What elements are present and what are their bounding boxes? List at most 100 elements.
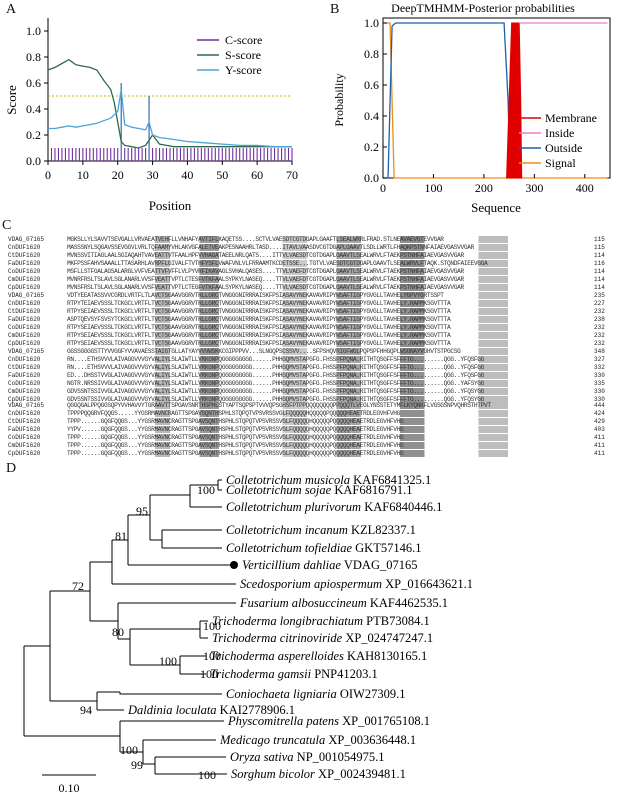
chart-a-xlabel: Position bbox=[149, 198, 192, 213]
y-tick-label: 0.4 bbox=[364, 109, 379, 123]
row-end: 444 bbox=[594, 402, 605, 409]
row-name: CoDUF1620 bbox=[8, 434, 41, 441]
bootstrap-label: 100 bbox=[203, 649, 221, 663]
chart-a-c-score-series bbox=[50, 83, 293, 161]
row-sequence: MKFPSSFAHVSAAALLTTASARHLAVRPFLGIVALFTVTH… bbox=[67, 260, 557, 267]
row-name: CoDUF1620 bbox=[8, 380, 41, 387]
row-name: CmDUF1620 bbox=[8, 332, 41, 339]
leaf-label: Colletotrichum sojae KAF6816791.1 bbox=[226, 483, 412, 497]
row-sequence: RTPYSEIAEVSSSLTCKGCLVRTFLTVCTSGAAVGGRVTR… bbox=[67, 340, 557, 347]
legend-outside: Outside bbox=[545, 141, 582, 155]
leaf-label: Fusarium albosuccineum KAF4462535.1 bbox=[239, 596, 448, 610]
legend-y-score: Y-score bbox=[225, 63, 262, 77]
row-name: VDAG_07165 bbox=[8, 402, 45, 409]
tree-leaf-labels: Colletotrichum musicola KAF6841325.1 Col… bbox=[127, 473, 473, 781]
y-tick-label: 0.4 bbox=[26, 102, 41, 116]
row-sequence: TPPP......GQGFQQGS...YYGSRMAVNCRAGTTSPGA… bbox=[67, 450, 557, 457]
chart-b-x-ticks: 0 100 200 300 400 bbox=[380, 174, 594, 195]
row-end: 330 bbox=[594, 396, 605, 403]
x-tick-label: 50 bbox=[216, 168, 228, 182]
alignment-row: CoDUF1620 NGTR.NRSSIVVGLAIVAGGVVVGYVALIYL… bbox=[0, 380, 621, 388]
leaf-label: Trichoderma asperelloides KAH8130165.1 bbox=[210, 649, 427, 663]
panel-c-letter: C bbox=[2, 218, 12, 233]
row-end: 332 bbox=[594, 364, 605, 371]
alignment-row: CnDUF1620 TPPPPQQGRVFQQGS.....YYGSRMAVNCR… bbox=[0, 410, 621, 418]
row-sequence: TPPP......GQGFQQGS...YYGSRMAVNCRAGTTSPGA… bbox=[67, 418, 557, 425]
row-sequence: RN....ETHSVVVLAIVAGGVVVGYVALIYLSLAIWTLLV… bbox=[67, 356, 557, 363]
row-sequence: ED...DHSSTVVGLAIVAGGVVVGYVALIYLSLAIWTLLV… bbox=[67, 372, 557, 379]
panel-d-letter: D bbox=[6, 461, 17, 476]
panel-a-letter: A bbox=[6, 2, 17, 17]
row-name: CnDUF1620 bbox=[8, 300, 41, 307]
x-tick-label: 400 bbox=[576, 181, 594, 195]
alignment-row: CnDUF1620 MASSSNYLSQGAVSSEVGGVLVRLTQFAAMY… bbox=[0, 244, 621, 252]
row-name: CmDUF1620 bbox=[8, 442, 41, 449]
row-name: CtDUF1620 bbox=[8, 308, 41, 315]
bootstrap-label: 99 bbox=[131, 758, 143, 772]
chart-b-title: DeepTMHMM-Posterior probabilities bbox=[391, 1, 575, 15]
leaf-label: Oryza sativa NP_001054975.1 bbox=[230, 750, 385, 764]
leaf-label: Daldinia loculata KAI2778906.1 bbox=[127, 703, 295, 717]
legend-membrane: Membrane bbox=[545, 111, 597, 125]
row-sequence: MVNSFRSLTSLAVLSGLANARLVVSFVEATTVPTLCTEGF… bbox=[67, 284, 557, 291]
row-end: 116 bbox=[594, 260, 605, 267]
alignment-row: CmDUF1620 MVNRFRSLTSLAVLSGLANARLVVSFVEATT… bbox=[0, 276, 621, 284]
row-name: CnDUF1620 bbox=[8, 356, 41, 363]
row-end: 411 bbox=[594, 442, 605, 449]
alignment-row: CtDUF1620 MVNSSVITIAGLAALSGIAQAHTVAVEATTV… bbox=[0, 252, 621, 260]
row-end: 232 bbox=[594, 340, 605, 347]
chart-a: 0 10 20 30 40 50 60 70 0.0 0.2 0.4 0.6 0.8 1.0 Score… bbox=[4, 18, 298, 213]
row-sequence: VDTYEEATASSVVCGRDLVRTFLTLAVCTSGAAVGGRVTR… bbox=[67, 292, 557, 299]
alignment-row: CmDUF1620 RTPYSEIAEVSSSLTCKGCLVRTFLTVCTSG… bbox=[0, 332, 621, 340]
bootstrap-label: 81 bbox=[115, 529, 127, 543]
bootstrap-label: 72 bbox=[72, 579, 84, 593]
row-sequence: RTPYSEIAEVSSSLTCKGCLVRTFLTVCTSGAAVGGRVTR… bbox=[67, 324, 557, 331]
y-tick-label: 0.6 bbox=[26, 76, 41, 90]
tree-branches bbox=[23, 479, 236, 775]
row-end: 335 bbox=[594, 380, 605, 387]
x-tick-label: 0 bbox=[45, 168, 51, 182]
alignment-row: CtDUF1620 RTPYSEIAEVSSSLTCKGCLVRTFLTVCTSG… bbox=[0, 308, 621, 316]
row-end: 330 bbox=[594, 372, 605, 379]
alignment-row: FaDUF1620 MKFPSSFAHVSAAALLTTASARHLAVRPFLG… bbox=[0, 260, 621, 268]
row-sequence: RN....ETHSVVVLAIVAGGVVVGYVALIYLSLAIWTLLV… bbox=[67, 364, 557, 371]
bootstrap-label: 100 bbox=[120, 743, 138, 757]
row-name: FaDUF1620 bbox=[8, 372, 41, 379]
row-name: CtDUF1620 bbox=[8, 364, 41, 371]
scale-bar: 0.10 bbox=[42, 774, 96, 795]
leaf-label: Sorghum bicolor XP_002439481.1 bbox=[231, 767, 406, 781]
x-tick-label: 30 bbox=[147, 168, 159, 182]
row-name: CoDUF1620 bbox=[8, 268, 41, 275]
alignment-row: VDAG_07165 QGGQGALPPQGGSQPYVVHAVVYTGRAAVT… bbox=[0, 402, 621, 410]
legend-s-score: S-score bbox=[225, 48, 261, 62]
x-tick-label: 100 bbox=[424, 181, 442, 195]
row-end: 429 bbox=[594, 418, 605, 425]
y-tick-label: 0.0 bbox=[364, 171, 379, 185]
alignment-row: CtDUF1620 RN....ETHSVVVLAIVAGGVVVGYVALIYL… bbox=[0, 364, 621, 372]
leaf-label: Colletotrichum incanum KZL82337.1 bbox=[226, 523, 416, 537]
row-name: CmDUF1620 bbox=[8, 276, 41, 283]
row-end: 348 bbox=[594, 348, 605, 355]
row-sequence: GGSSGGGGSTTYVVGGFYVVAVAESSTAIGTGLLATYAYV… bbox=[67, 348, 557, 355]
row-end: 232 bbox=[594, 332, 605, 339]
chart-a-s-score-line bbox=[47, 58, 292, 149]
alignment-row: CnDUF1620 RN....ETHSVVVLAIVAGGVVVGYVALIYL… bbox=[0, 356, 621, 364]
row-end: 235 bbox=[594, 292, 605, 299]
row-name: VDAG_07165 bbox=[8, 348, 45, 355]
alignment-row: CmDUF1620 GDVSSNTSSIVVGLAIVAGGVVVGYVALIYL… bbox=[0, 388, 621, 396]
y-tick-label: 1.0 bbox=[364, 16, 379, 30]
phylogenetic-tree: 100 95 81 72 100 80 100 100 100 94 100 9… bbox=[23, 473, 473, 795]
row-end: 114 bbox=[594, 252, 605, 259]
row-sequence: MVNRFRSLTSLAVLSGLANARLVVSFVEATTVPTLCTESF… bbox=[67, 276, 557, 283]
x-tick-label: 70 bbox=[286, 168, 298, 182]
row-name: FaDUF1620 bbox=[8, 426, 41, 433]
leaf-label: Physcomitrella patens XP_001765108.1 bbox=[227, 714, 430, 728]
x-tick-label: 60 bbox=[251, 168, 263, 182]
y-tick-label: 0.6 bbox=[364, 78, 379, 92]
row-name: VDAG_07165 bbox=[8, 236, 45, 243]
row-sequence: RTPYSEIAEVSSSLTCKGCLVRTFLTVCTSGAAVGGRVTR… bbox=[67, 308, 557, 315]
x-tick-label: 10 bbox=[77, 168, 89, 182]
row-name: FaDUF1620 bbox=[8, 260, 41, 267]
alignment-row: CtDUF1620 TPPP......GQGFQQGS...YYGSRMAVNC… bbox=[0, 418, 621, 426]
bootstrap-label: 100 bbox=[200, 667, 218, 681]
